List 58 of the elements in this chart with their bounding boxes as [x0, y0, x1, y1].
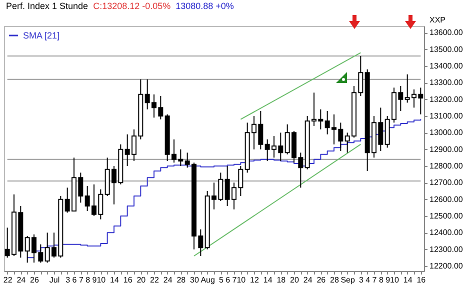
x-tick-label: 28	[176, 276, 186, 284]
y-axis-title: XXP	[430, 16, 446, 24]
x-tick-label: 9	[386, 276, 391, 284]
y-tick-label: 13500.00	[430, 44, 464, 54]
x-tick-label: Sep	[340, 276, 356, 284]
y-tick-label: 12300.00	[430, 244, 464, 254]
text: 13080.88 +0%	[174, 1, 234, 11]
x-tick-label: 20	[290, 276, 300, 284]
y-tick-label: 12900.00	[430, 144, 464, 154]
x-tick-label: 18	[276, 276, 286, 284]
x-tick-label: 7	[372, 276, 378, 284]
x-tick-label: 22	[3, 276, 13, 284]
x-tick-label: 24	[303, 276, 313, 284]
x-tick-label: 14	[263, 276, 273, 284]
x-tick-label: 8	[86, 276, 91, 284]
y-tick-label: 13200.00	[430, 94, 464, 104]
x-tick-label: 3	[66, 276, 71, 284]
y-tick-label: 13400.00	[430, 62, 464, 70]
x-tick-label: 26	[316, 276, 326, 284]
y-tick-label: 13300.00	[430, 78, 464, 88]
y-tick-label: 12800.00	[430, 162, 464, 170]
x-tick-label: 6	[72, 276, 78, 284]
y-tick-label: 12500.00	[430, 212, 464, 220]
x-tick-label: 14	[403, 276, 413, 284]
x-tick-label: 28	[330, 276, 340, 284]
y-tick-label: 12600.00	[430, 194, 464, 204]
x-tick-label: Aug	[200, 276, 215, 284]
chart-title: Perf. Index 1 Stunde	[6, 1, 88, 11]
x-tick-label: 24	[16, 276, 26, 284]
x-tick-label: 9	[92, 276, 98, 284]
y-tick-label: 13100.00	[430, 112, 464, 120]
x-tick-label: 16	[123, 276, 133, 284]
x-tick-label: 24	[163, 276, 173, 284]
x-tick-label: 30	[190, 276, 200, 284]
x-tick-label: 10	[96, 276, 106, 284]
y-tick-label: 13600.00	[430, 28, 464, 38]
x-tick-label: 4	[366, 276, 371, 284]
x-tick-label: 16	[416, 276, 426, 284]
legend-label: SMA [21]	[23, 30, 60, 40]
y-tick-label: 12400.00	[430, 228, 464, 238]
x-tick-label: 20	[136, 276, 146, 284]
x-tick-label: 7	[78, 276, 84, 284]
x-tick-label: 26	[30, 276, 40, 284]
x-tick-label: 3	[358, 276, 364, 284]
y-tick-label: 13000.00	[430, 128, 464, 138]
x-tick-label: 5	[218, 276, 224, 284]
x-tick-label: 14	[110, 276, 120, 284]
x-tick-label: 8	[378, 276, 384, 284]
x-tick-label: Jul	[49, 276, 60, 284]
y-tick-label: 12700.00	[430, 178, 464, 188]
x-tick-label: 12	[250, 276, 260, 284]
x-tick-label: 7	[232, 276, 238, 284]
text: C:13208.12 -0.05%	[92, 1, 171, 11]
y-tick-label: 12200.00	[430, 262, 464, 270]
x-tick-label: 22	[150, 276, 160, 284]
x-tick-label: 10	[390, 276, 400, 284]
x-tick-label: 10	[236, 276, 246, 284]
x-tick-label: 6	[226, 276, 231, 284]
